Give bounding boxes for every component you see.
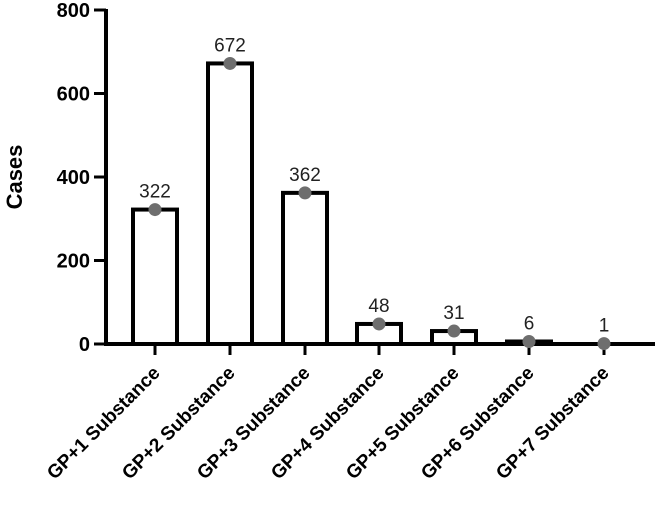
value-label: 48 xyxy=(368,296,389,317)
data-point xyxy=(298,186,312,200)
data-point xyxy=(597,337,611,351)
y-tick-label: 0 xyxy=(79,334,90,356)
y-tick-label: 200 xyxy=(57,251,90,273)
value-label: 362 xyxy=(289,165,321,186)
value-label: 322 xyxy=(139,182,171,203)
bar xyxy=(206,61,254,346)
value-label: 672 xyxy=(214,35,246,56)
y-tick-label: 400 xyxy=(57,167,90,189)
value-label: 31 xyxy=(443,303,464,324)
data-point xyxy=(148,203,162,217)
data-point xyxy=(447,324,461,338)
y-axis: 0 200 400 600 800 xyxy=(57,0,108,356)
y-axis-label: Cases xyxy=(2,145,27,210)
value-label: 6 xyxy=(524,313,535,334)
data-point xyxy=(372,317,386,331)
data-points xyxy=(148,56,611,351)
value-label: 1 xyxy=(599,316,610,337)
bar xyxy=(131,207,179,346)
bar xyxy=(281,190,329,346)
data-point xyxy=(522,334,536,348)
y-tick-label: 600 xyxy=(57,84,90,106)
bars xyxy=(131,61,553,346)
y-axis-title: Cases xyxy=(2,145,27,210)
y-tick-label: 800 xyxy=(57,0,90,22)
value-labels: 322 672 362 48 31 6 1 xyxy=(139,35,609,336)
data-point xyxy=(223,56,237,70)
